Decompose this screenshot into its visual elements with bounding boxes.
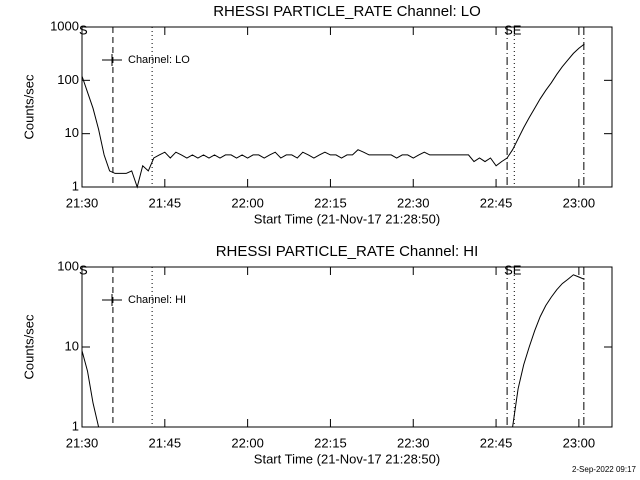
x-tick-label: 22:00 <box>231 435 264 450</box>
data-line <box>81 43 585 189</box>
legend-label: Channel: HI <box>128 294 186 306</box>
y-tick-label: 10 <box>65 125 79 140</box>
x-tick-label: 23:00 <box>563 435 596 450</box>
y-axis-label: Counts/sec <box>21 314 36 380</box>
data-line <box>81 274 585 428</box>
x-tick-label: 22:15 <box>314 435 347 450</box>
chart-title: RHESSI PARTICLE_RATE Channel: HI <box>216 243 479 260</box>
y-tick-label: 1 <box>72 178 79 193</box>
x-tick-label: 22:30 <box>397 435 430 450</box>
x-tick-label: 21:30 <box>66 435 99 450</box>
y-tick-label: 1000 <box>50 18 79 33</box>
x-tick-label: 22:45 <box>480 435 513 450</box>
x-tick-label: 21:45 <box>149 195 182 210</box>
x-tick-label: 22:30 <box>397 195 430 210</box>
x-tick-label: 21:45 <box>149 435 182 450</box>
annotation: S <box>79 262 88 277</box>
legend-label: Channel: LO <box>128 54 190 66</box>
y-tick-label: 1 <box>72 418 79 433</box>
x-axis-label: Start Time (21-Nov-17 21:28:50) <box>254 211 440 226</box>
footer: 2-Sep-2022 09:17 <box>572 465 637 474</box>
x-tick-label: 22:15 <box>314 195 347 210</box>
y-tick-label: 100 <box>57 258 79 273</box>
annotation: S <box>79 22 88 37</box>
y-axis-label: Counts/sec <box>21 74 36 140</box>
annotation: SE <box>504 22 522 37</box>
x-tick-label: 22:00 <box>231 195 264 210</box>
annotation: SE <box>504 262 522 277</box>
plot-frame <box>81 26 613 188</box>
x-axis-label: Start Time (21-Nov-17 21:28:50) <box>254 451 440 466</box>
chart-title: RHESSI PARTICLE_RATE Channel: LO <box>213 3 481 20</box>
y-tick-label: 100 <box>57 72 79 87</box>
x-tick-label: 21:30 <box>66 195 99 210</box>
y-tick-label: 10 <box>65 338 79 353</box>
x-tick-label: 23:00 <box>563 195 596 210</box>
x-tick-label: 22:45 <box>480 195 513 210</box>
